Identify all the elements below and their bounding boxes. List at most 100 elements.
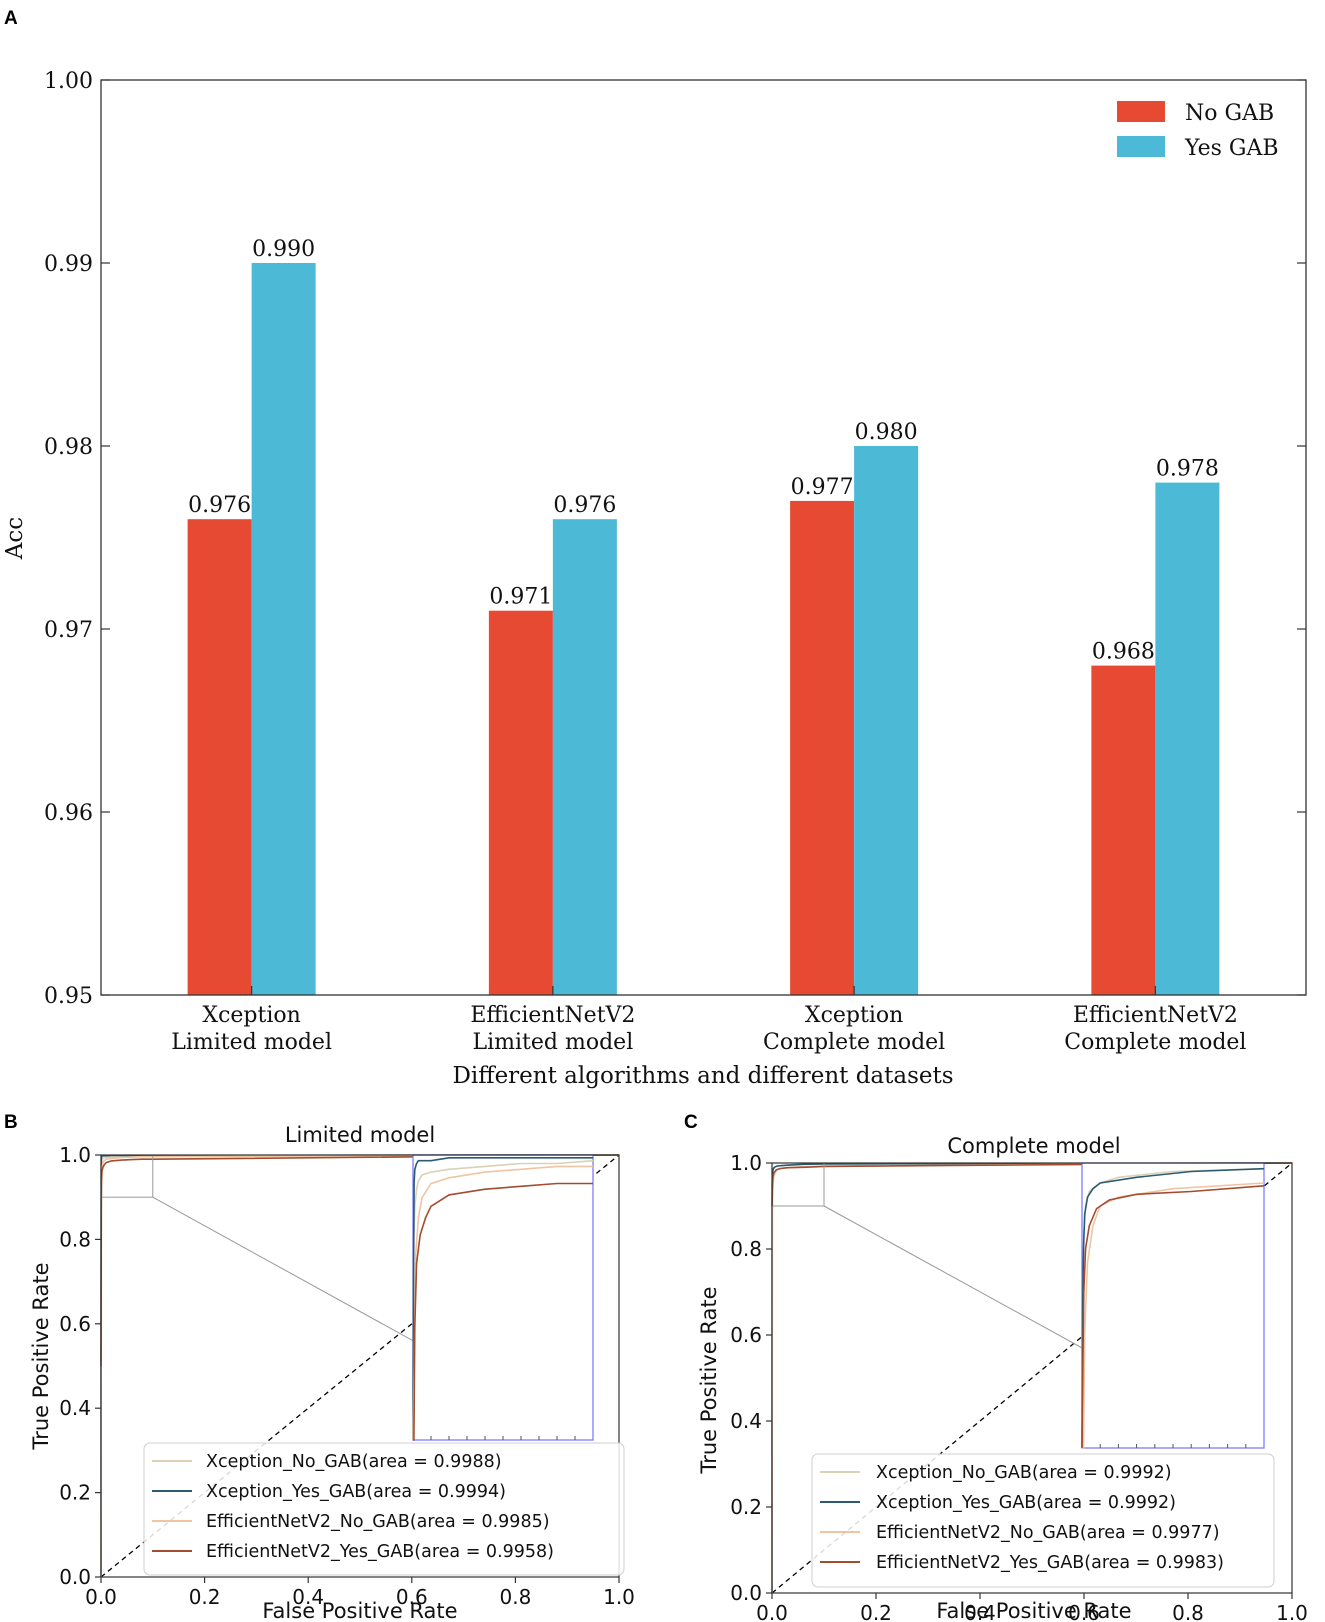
roc-limited-legend-label-2: EfficientNetV2_No_GAB(area = 0.9985) [206,1512,550,1532]
roc-limited-x-label: False Positive Rate [262,1599,457,1622]
roc-complete-legend-label-1: Xception_Yes_GAB(area = 0.9992) [876,1493,1176,1513]
bar-yes-gab [251,263,316,995]
x-tick-label: Complete model [763,1030,945,1055]
y-tick-label: 0.97 [44,618,93,643]
y-tick-label: 0.8 [59,1227,91,1251]
bar-plot-frame [100,79,1307,996]
roc-complete-x-label: False Positive Rate [936,1599,1131,1622]
roc-complete-body: 0.0 0.2 0.4 0.6 0.8 1.0 0.0 0.2 0.4 0.6 0.8 1.0 [730,1151,1308,1622]
y-tick-label: 0.4 [59,1396,91,1420]
bar-yes-gab [552,519,617,995]
bar-yes-gab [1155,482,1220,996]
x-tick-label: 0.2 [860,1601,892,1622]
y-tick-label: 0.6 [59,1312,91,1336]
roc-complete-legend-frame [811,1453,1275,1588]
roc-complete-legend-label-2: EfficientNetV2_No_GAB(area = 0.9977) [876,1523,1220,1543]
y-tick-label: 0.6 [730,1323,762,1347]
x-tick-label: Limited model [171,1030,332,1055]
y-tick-label: 1.0 [730,1151,762,1175]
roc-limited-legend-frame [143,1442,625,1576]
x-tick-label: 1.0 [1276,1601,1308,1622]
roc-complete-y-label: True Positive Rate [697,1286,721,1474]
bar-value-label: 0.968 [1092,640,1155,665]
legend-swatch-yes-gab [1117,136,1165,157]
y-tick-label: 1.0 [59,1143,91,1167]
inset-curve-1 [1081,1167,1265,1449]
bar-value-label: 0.976 [553,493,616,518]
bar-x-axis-label: Different algorithms and different datas… [452,1063,953,1089]
bar-no-gab [488,610,553,995]
x-tick-label: Limited model [473,1030,634,1055]
legend-swatch-no-gab [1117,101,1165,122]
roc-complete-title: Complete model [947,1134,1120,1158]
roc-limited-y-label: True Positive Rate [29,1262,53,1450]
bar-value-label: 0.976 [188,493,251,518]
bar-value-label: 0.971 [489,585,552,610]
legend-label-no-gab: No GAB [1185,101,1274,126]
roc-limited-legend-label-0: Xception_No_GAB(area = 0.9988) [206,1452,502,1472]
y-tick-label: 1.00 [44,69,93,94]
roc-complete-legend-label-3: EfficientNetV2_Yes_GAB(area = 0.9983) [876,1553,1224,1573]
roc-limited-legend-label-1: Xception_Yes_GAB(area = 0.9994) [206,1482,506,1502]
x-tick-label: 0.2 [189,1585,221,1609]
x-tick-label: Xception [805,1003,903,1028]
roc-complete-legend: Xception_No_GAB(area = 0.9992) Xception_… [811,1453,1275,1588]
roc-frame [771,1162,1293,1594]
x-tick-label: 0.8 [1172,1601,1204,1622]
inset-curve-1 [412,1157,593,1441]
inset-frame [1081,1162,1265,1449]
bar-yes-gab [854,446,919,995]
roc-chart-complete: Complete model 0.0 0.2 0.4 0.6 0.8 1.00.00.20… [697,1134,1308,1622]
accuracy-bar-chart: 0.976 0.990 0.971 0.976 0.977 0.980 0.968 0.978… [2,69,1307,1089]
bar-value-labels: 0.976 0.990 0.971 0.976 0.977 0.980 0.968 0.978 [188,237,1219,665]
bar-no-gab [187,519,252,995]
y-tick-label: 0.0 [730,1581,762,1605]
y-tick-label: 0.4 [730,1409,762,1433]
inset-curve-3 [413,1182,593,1441]
y-tick-label: 0.95 [44,984,93,1009]
bar-y-axis: 0.95 0.96 0.97 0.98 0.99 1.00 [44,69,1306,1009]
x-tick-label: 0.0 [85,1585,117,1609]
y-tick-label: 0.0 [59,1565,91,1589]
x-tick-label: 1.0 [603,1585,635,1609]
bar-no-gab [1091,665,1156,995]
inset-frame [412,1154,594,1441]
y-tick-label: 0.98 [44,435,93,460]
x-tick-label: 0.8 [499,1585,531,1609]
panel-label-b: B [4,1112,18,1133]
bar-no-gab [790,500,855,995]
panel-label-c: C [684,1112,698,1133]
y-tick-label: 0.96 [44,801,93,826]
roc-frame [100,1154,620,1578]
panel-label-a: A [4,8,18,29]
y-tick-label: 0.2 [730,1495,762,1519]
roc-chart-limited: Limited model 0.0 0.2 0.4 0.6 0.8 1.00.00.20.… [29,1123,635,1622]
x-tick-label: 0.4 [292,1585,324,1609]
bar-value-label: 0.978 [1156,457,1219,482]
roc-limited-legend: Xception_No_GAB(area = 0.9988) Xception_… [143,1442,625,1576]
inset-curve-3 [1081,1185,1265,1449]
bar-legend: No GAB Yes GAB [1117,101,1279,161]
x-tick-label: Xception [202,1003,300,1028]
inset-curve-2 [1082,1182,1265,1449]
roc-complete-legend-label-0: Xception_No_GAB(area = 0.9992) [876,1463,1172,1483]
x-tick-label: Complete model [1064,1030,1246,1055]
roc-limited-body: 0.0 0.2 0.4 0.6 0.8 1.0 0.0 0.2 0.4 0.6 0.8 1.0 [59,1143,635,1609]
x-tick-label: EfficientNetV2 [470,1003,635,1028]
bar-marks [187,263,1220,996]
y-tick-label: 0.99 [44,252,93,277]
y-tick-label: 0.8 [730,1237,762,1261]
bar-value-label: 0.980 [855,420,918,445]
x-tick-label: 0.6 [396,1585,428,1609]
bar-y-axis-label: Acc [2,517,28,560]
bar-value-label: 0.990 [252,237,315,262]
legend-label-yes-gab: Yes GAB [1184,136,1279,161]
x-tick-label: 0.6 [1068,1601,1100,1622]
y-tick-label: 0.2 [59,1481,91,1505]
bar-value-label: 0.977 [791,475,854,500]
roc-limited-legend-label-3: EfficientNetV2_Yes_GAB(area = 0.9958) [206,1542,554,1562]
x-tick-label: 0.4 [964,1601,996,1622]
x-tick-label: 0.0 [756,1601,788,1622]
